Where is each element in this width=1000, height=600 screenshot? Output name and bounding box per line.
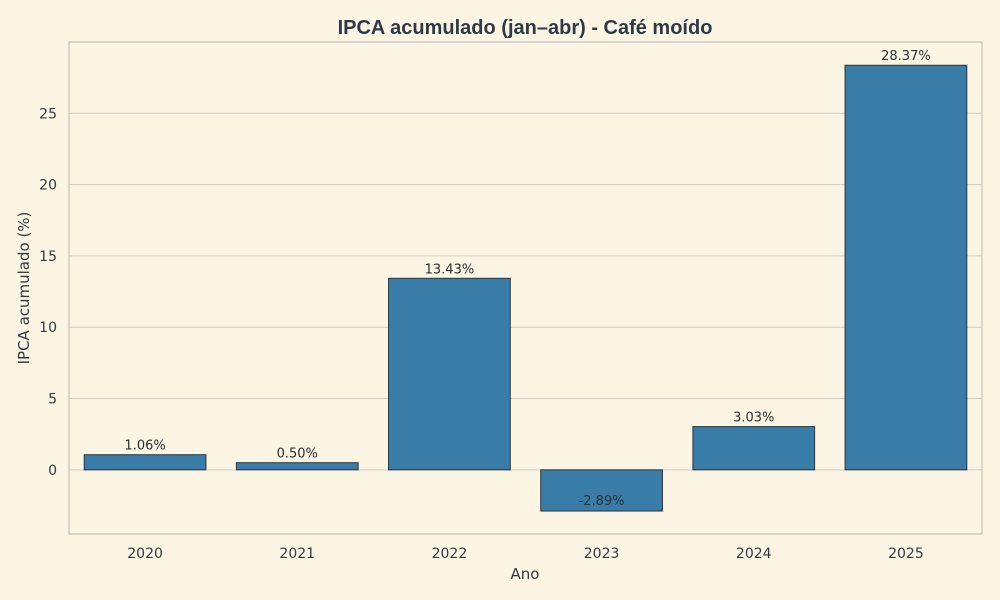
x-tick-label: 2024 [736,546,772,562]
bar-2024 [692,426,816,471]
y-axis-ticks: 0 5 10 15 20 25 [39,106,57,479]
data-labels: 1.06% 0.50% 13.43% -2.89% 3.03% 28.37% [124,49,930,509]
plot-area-frame [68,41,983,535]
y-tick-label: 0 [48,463,57,479]
x-tick-label: 2022 [432,546,468,562]
y-tick-label: 5 [48,392,57,408]
x-tick-label: 2020 [127,546,163,562]
x-tick-label: 2025 [888,546,924,562]
bar-2020 [83,454,207,471]
grid-layer [69,112,982,471]
bar-2022 [388,277,511,471]
y-tick-label: 15 [39,249,57,265]
bar-2025 [844,64,968,471]
x-tick-label: 2023 [584,546,620,562]
y-tick-label: 10 [39,320,57,336]
data-label: -2.89% [579,494,625,509]
x-tick-label: 2021 [279,546,315,562]
bars-layer [83,64,968,512]
y-axis-label: IPCA acumulado (%) [15,212,33,365]
chart-title: IPCA acumulado (jan–abr) - Café moído [338,17,713,39]
y-tick-label: 25 [39,106,57,122]
data-label: 13.43% [425,262,475,277]
data-label: 28.37% [881,49,931,64]
y-tick-label: 20 [39,178,57,194]
data-label: 1.06% [124,439,165,454]
x-axis-ticks: 2020 2021 2022 2023 2024 2025 [127,546,923,562]
x-axis-label: Ano [511,565,540,583]
bar-2023 [540,469,663,512]
data-label: 3.03% [733,411,774,426]
data-label: 0.50% [277,447,318,462]
bar-2021 [235,462,359,471]
